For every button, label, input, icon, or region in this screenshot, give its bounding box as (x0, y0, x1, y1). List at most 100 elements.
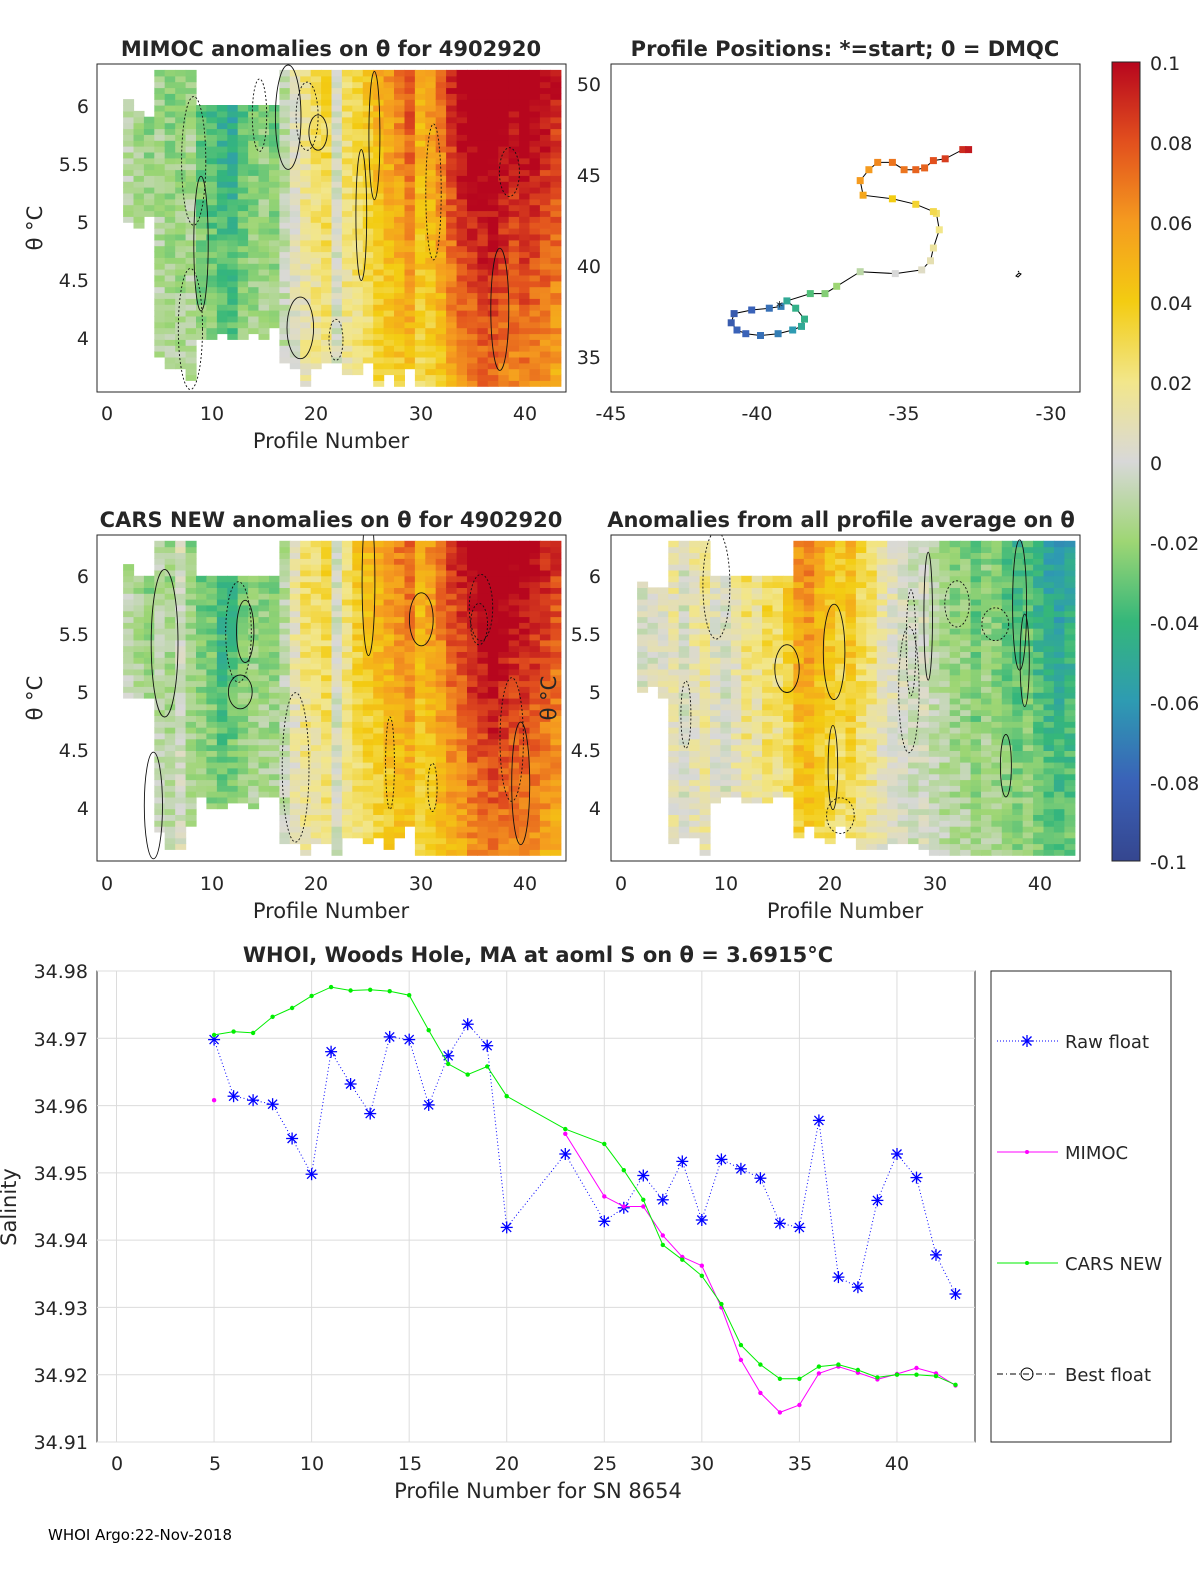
heatmap-cell (783, 663, 794, 670)
heatmap-cell (133, 575, 145, 583)
heatmap-cell (258, 239, 270, 247)
heatmap-cell (446, 99, 458, 106)
heatmap-cell (498, 292, 510, 299)
heatmap-cell (404, 680, 416, 687)
heatmap-cell (300, 163, 312, 171)
heatmap-cell (508, 552, 520, 559)
heatmap-cell (539, 75, 551, 83)
heatmap-cell (164, 310, 176, 317)
heatmap-cell (529, 715, 541, 722)
heatmap-cell (529, 146, 541, 153)
heatmap-cell (321, 628, 333, 635)
heatmap-cell (539, 87, 551, 94)
heatmap-cell (741, 785, 753, 792)
heatmap-cell (519, 593, 531, 600)
contour-line (328, 318, 344, 361)
heatmap-cell (508, 251, 520, 258)
heatmap-cell (762, 628, 774, 635)
positions-xtick: -40 (741, 403, 772, 425)
heatmap-cell (185, 192, 197, 200)
heatmap-cell (175, 75, 187, 83)
heatmap-cell (133, 645, 145, 652)
heatmap-cell (362, 146, 374, 153)
heatmap-cell (258, 151, 270, 159)
heatmap-cell (456, 639, 468, 647)
heatmap-cell (668, 767, 680, 775)
heatmap-cell (394, 663, 405, 670)
heatmap-cell (300, 181, 312, 188)
heatmap-cell (477, 587, 489, 594)
heatmap-cell (341, 75, 353, 83)
heatmap-cell (539, 791, 551, 798)
heatmap-cell (310, 239, 322, 247)
heatmap-cell (175, 802, 187, 810)
heatmap-cell (467, 257, 478, 264)
heatmap-cell (404, 356, 416, 364)
heatmap-cell (133, 668, 145, 676)
heatmap-cell (446, 831, 458, 839)
heatmap-cell (467, 575, 478, 583)
heatmap-cell (467, 251, 478, 258)
heatmap-cell (689, 540, 701, 548)
heatmap-cell (237, 310, 249, 317)
heatmap-cell (248, 286, 260, 294)
heatmap-cell (456, 327, 468, 335)
heatmap-cell (362, 750, 374, 757)
heatmap-cell (519, 820, 531, 827)
heatmap-cell (352, 110, 364, 118)
heatmap-cell (414, 140, 426, 147)
heatmap-cell (529, 128, 541, 135)
colorbar-tick: -0.08 (1150, 773, 1199, 795)
heatmap-cell (456, 81, 468, 89)
heatmap-cell (331, 304, 343, 311)
heatmap-cell (487, 639, 499, 647)
heatmap-cell (550, 744, 562, 751)
heatmap-cell (772, 762, 784, 769)
heatmap-cell (477, 187, 489, 194)
heatmap-cell (383, 327, 395, 335)
position-marker (733, 326, 741, 334)
heatmap-cell (206, 204, 218, 212)
heatmap-cell (362, 157, 374, 165)
heatmap-cell (206, 645, 218, 652)
heatmap-cell (341, 558, 353, 565)
heatmap-cell (529, 750, 541, 757)
heatmap-cell (508, 181, 520, 188)
heatmap-cell (331, 540, 343, 548)
heatmap-cell (435, 628, 447, 635)
heatmap-cell (289, 738, 301, 746)
heatmap-cell (123, 181, 135, 188)
heatmap-cell (519, 257, 531, 264)
heatmap-cell (154, 738, 166, 746)
heatmap-cell (435, 826, 447, 833)
heatmap-cell (498, 564, 510, 571)
heatmap-cell (331, 797, 343, 804)
heatmap-cell (710, 599, 721, 606)
heatmap-cell (647, 663, 659, 670)
heatmap-cell (539, 628, 551, 635)
heatmap-cell (310, 228, 322, 235)
heatmap-cell (519, 263, 531, 270)
heatmap-cell (216, 239, 228, 247)
heatmap-cell (699, 558, 711, 565)
heatmap-cell (741, 709, 753, 716)
heatmap-cell (550, 837, 562, 845)
heatmap-cell (487, 593, 499, 600)
heatmap-cell (279, 785, 291, 792)
heatmap-cell (352, 146, 364, 153)
heatmap-cell (824, 628, 836, 635)
heatmap-cell (394, 274, 405, 282)
heatmap-cell (394, 715, 405, 722)
heatmap-cell (248, 593, 260, 600)
heatmap-cell (498, 245, 510, 253)
heatmap-cell (269, 239, 280, 247)
heatmap-cell (321, 837, 333, 845)
mimoc-ytick: 5 (77, 212, 89, 234)
heatmap-cell (824, 546, 836, 553)
heatmap-cell (710, 639, 721, 647)
heatmap-cell (508, 298, 520, 305)
heatmap-cell (300, 604, 312, 612)
heatmap-cell (637, 628, 649, 635)
heatmap-cell (414, 634, 426, 641)
heatmap-cell (331, 93, 343, 100)
